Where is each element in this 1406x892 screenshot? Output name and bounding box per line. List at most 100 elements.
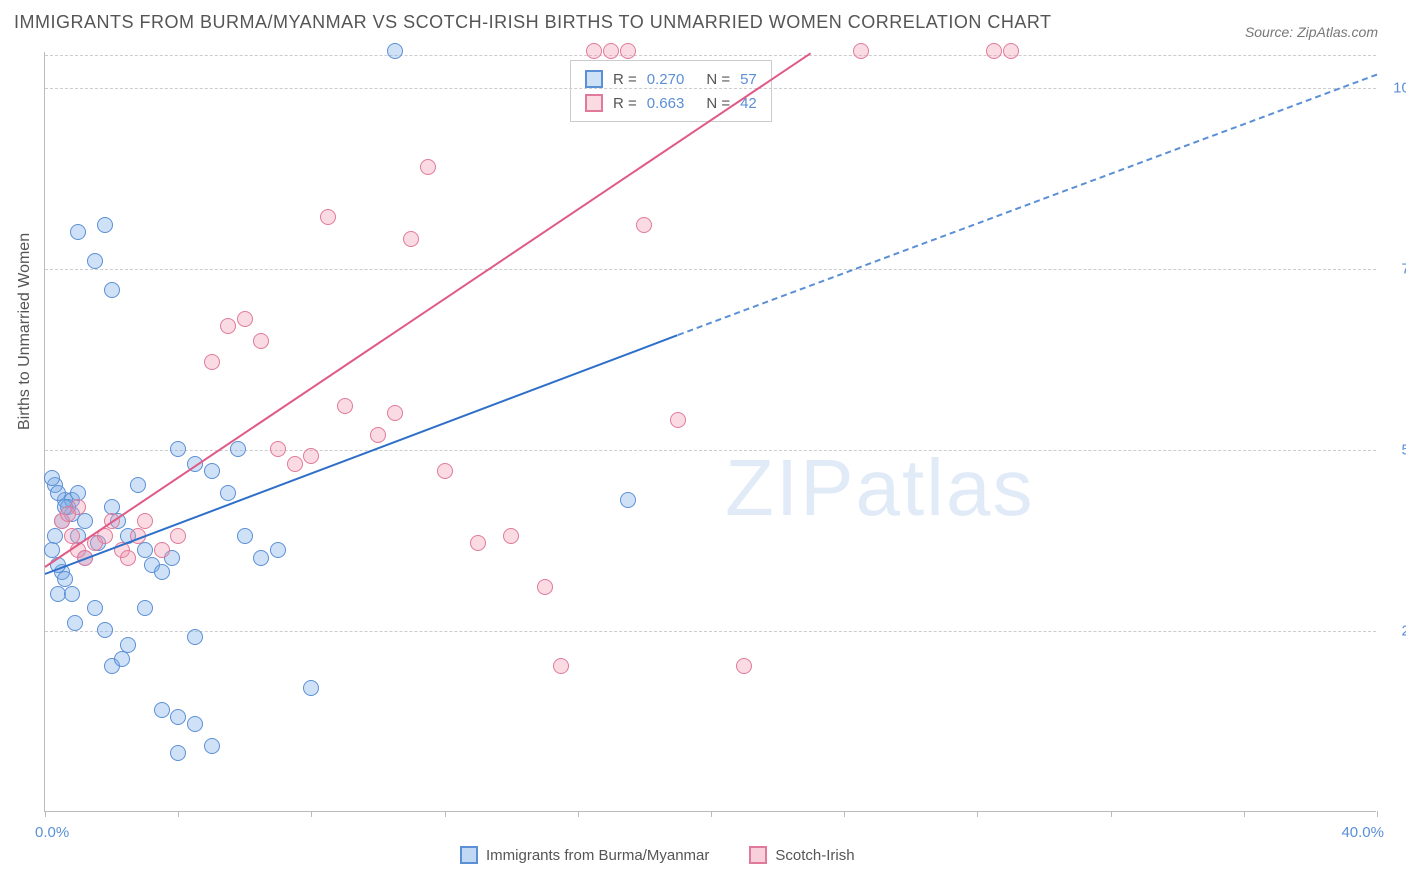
data-point [170,745,186,761]
data-point [77,513,93,529]
data-point [230,441,246,457]
legend-label: Scotch-Irish [775,847,854,864]
r-label: R = [613,95,637,112]
stats-legend: R =0.270N =57R =0.663N =42 [570,60,772,122]
gridline [45,269,1376,270]
data-point [337,398,353,414]
x-tick-mark [1377,811,1378,817]
x-tick-label: 0.0% [35,824,69,841]
data-point [603,43,619,59]
data-point [87,600,103,616]
gridline [45,55,1376,56]
r-value: 0.270 [647,71,685,88]
stats-legend-row: R =0.663N =42 [585,91,757,115]
x-tick-mark [45,811,46,817]
data-point [104,282,120,298]
data-point [237,528,253,544]
data-point [253,550,269,566]
x-tick-mark [445,811,446,817]
gridline [45,631,1376,632]
data-point [60,506,76,522]
x-tick-mark [1111,811,1112,817]
data-point [620,492,636,508]
data-point [986,43,1002,59]
data-point [387,43,403,59]
y-tick-label: 75.0% [1401,261,1406,278]
r-value: 0.663 [647,95,685,112]
x-tick-label: 40.0% [1341,824,1384,841]
n-value: 57 [740,71,757,88]
data-point [620,43,636,59]
data-point [67,615,83,631]
r-label: R = [613,71,637,88]
data-point [303,680,319,696]
data-point [130,477,146,493]
legend-swatch [585,70,603,88]
data-point [470,535,486,551]
data-point [154,564,170,580]
legend-item: Scotch-Irish [749,846,854,864]
plot-area: ZIPatlas R =0.270N =57R =0.663N =42 25.0… [44,52,1376,812]
data-point [537,579,553,595]
data-point [636,217,652,233]
data-point [586,43,602,59]
data-point [204,738,220,754]
data-point [70,224,86,240]
y-tick-label: 50.0% [1401,442,1406,459]
x-tick-mark [844,811,845,817]
data-point [120,550,136,566]
series-legend: Immigrants from Burma/Myanmar Scotch-Iris… [460,846,855,864]
trend-line [677,74,1377,336]
legend-item: Immigrants from Burma/Myanmar [460,846,709,864]
data-point [97,217,113,233]
data-point [137,513,153,529]
x-tick-mark [711,811,712,817]
data-point [1003,43,1019,59]
data-point [97,622,113,638]
data-point [64,586,80,602]
data-point [87,253,103,269]
y-tick-label: 100.0% [1393,80,1406,97]
y-tick-label: 25.0% [1401,623,1406,640]
chart-title: IMMIGRANTS FROM BURMA/MYANMAR VS SCOTCH-… [14,12,1052,33]
data-point [420,159,436,175]
data-point [670,412,686,428]
data-point [154,702,170,718]
data-point [170,528,186,544]
data-point [736,658,752,674]
data-point [437,463,453,479]
data-point [154,542,170,558]
data-point [237,311,253,327]
data-point [270,542,286,558]
gridline [45,88,1376,89]
n-label: N = [706,71,730,88]
data-point [204,463,220,479]
legend-label: Immigrants from Burma/Myanmar [486,847,709,864]
data-point [370,427,386,443]
data-point [114,651,130,667]
data-point [387,405,403,421]
data-point [303,448,319,464]
trend-line [45,334,678,575]
data-point [853,43,869,59]
data-point [220,318,236,334]
watermark: ZIPatlas [725,442,1034,534]
y-axis-label: Births to Unmarried Women [16,233,34,430]
legend-swatch [749,846,767,864]
x-tick-mark [578,811,579,817]
data-point [170,709,186,725]
data-point [503,528,519,544]
data-point [137,600,153,616]
data-point [553,658,569,674]
x-tick-mark [977,811,978,817]
x-tick-mark [1244,811,1245,817]
data-point [170,441,186,457]
data-point [287,456,303,472]
trend-line [44,52,811,568]
data-point [220,485,236,501]
data-point [253,333,269,349]
data-point [320,209,336,225]
data-point [403,231,419,247]
source-attribution: Source: ZipAtlas.com [1245,24,1378,40]
legend-swatch [585,94,603,112]
